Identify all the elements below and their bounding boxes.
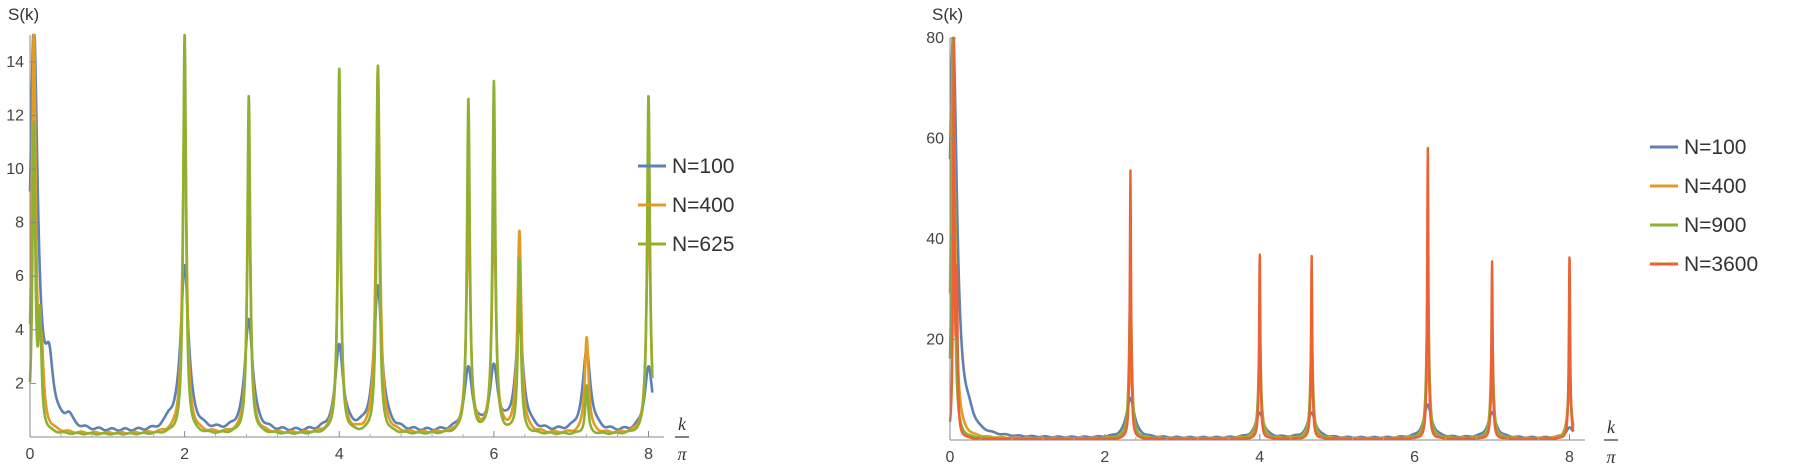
left-y-ticks: 2 4 6 8 10 12 14 [6, 54, 36, 392]
right-x-tick-label: 0 [946, 449, 955, 466]
right-y-tick-label: 80 [926, 30, 944, 47]
left-chart: 0 2 4 6 8 2 4 6 8 10 12 14 S(k) k π N=100 N=400 N=62… [6, 5, 734, 464]
left-legend-label: N=625 [672, 233, 734, 256]
left-x-axis-label-numerator: k [678, 414, 687, 434]
right-legend-label: N=3600 [1684, 253, 1758, 276]
right-legend-label: N=100 [1684, 136, 1746, 159]
left-x-tick-label: 8 [644, 446, 653, 463]
left-series-line-n-100 [28, 33, 654, 432]
left-y-tick-label: 12 [6, 107, 24, 124]
right-x-ticks: 0 2 4 6 8 [946, 434, 1574, 466]
right-x-tick-label: 4 [1255, 449, 1264, 466]
left-x-tick-label: 0 [26, 446, 35, 463]
right-chart-lines [948, 36, 1575, 441]
right-legend-label: N=400 [1684, 175, 1746, 198]
right-x-tick-label: 6 [1410, 449, 1419, 466]
left-legend: N=100 N=400 N=625 [638, 155, 734, 256]
right-y-tick-label: 60 [926, 131, 944, 148]
left-series-line-n-625 [28, 33, 654, 436]
right-x-tick-label: 8 [1565, 449, 1574, 466]
right-y-axis-label: S(k) [932, 5, 963, 24]
right-y-ticks: 20 40 60 80 [926, 30, 956, 349]
left-legend-label: N=100 [672, 155, 734, 178]
right-y-tick-label: 40 [926, 231, 944, 248]
right-y-tick-label: 20 [926, 332, 944, 349]
right-x-axis-label-numerator: k [1607, 417, 1616, 437]
right-x-tick-label: 2 [1100, 449, 1109, 466]
right-series-line-n-3600 [948, 36, 1575, 441]
left-x-tick-label: 6 [489, 446, 498, 463]
left-x-ticks: 0 2 4 6 8 [26, 431, 653, 463]
left-x-axis-label-denominator: π [677, 444, 687, 464]
left-x-tick-label: 4 [335, 446, 344, 463]
right-x-axis-label-denominator: π [1606, 447, 1616, 467]
left-y-tick-label: 2 [15, 375, 24, 392]
left-y-axis-label: S(k) [8, 5, 39, 24]
right-legend-label: N=900 [1684, 214, 1746, 237]
right-legend: N=100 N=400 N=900 N=3600 [1650, 136, 1758, 276]
left-chart-lines [28, 33, 654, 436]
left-legend-label: N=400 [672, 194, 734, 217]
left-y-tick-label: 10 [6, 161, 24, 178]
left-y-tick-label: 6 [15, 268, 24, 285]
left-y-tick-label: 14 [6, 54, 24, 71]
left-x-tick-label: 2 [180, 446, 189, 463]
left-y-tick-label: 4 [15, 322, 24, 339]
left-y-tick-label: 8 [15, 215, 24, 232]
